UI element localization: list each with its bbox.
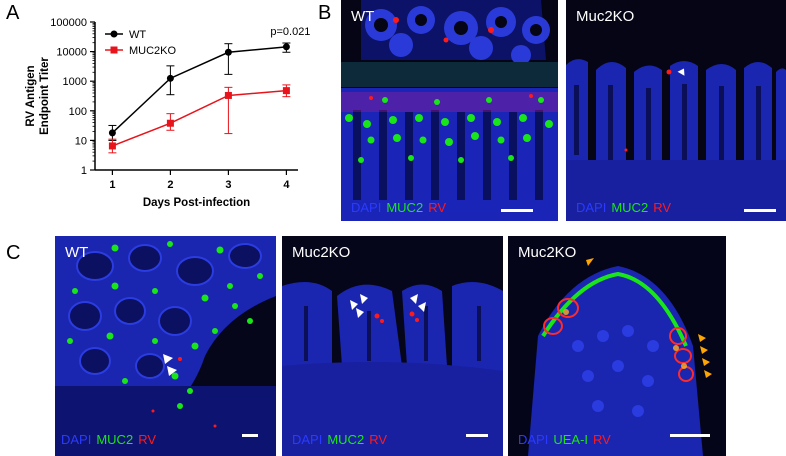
data-point-muc2ko — [282, 87, 290, 95]
y-axis-label-line1: RV Antigen — [25, 65, 37, 126]
panel-title-c-ko1: Muc2KO — [292, 244, 351, 261]
panel-title-c-wt: WT — [65, 244, 89, 261]
stain-legend-b-ko: DAPI MUC2 RV — [576, 200, 676, 215]
panel-letter-a: A — [6, 2, 20, 24]
legend-marker-wt — [110, 30, 118, 38]
x-axis-label: Days Post-infection — [143, 197, 250, 209]
stain-legend-b-wt: DAPI MUC2 RV — [351, 200, 451, 215]
legend-muc2: MUC2 — [96, 432, 134, 447]
legend-muc2: MUC2 — [327, 432, 365, 447]
y-tick-label: 10 — [75, 135, 87, 147]
legend-rv: RV — [428, 200, 447, 215]
tissue-b-wt — [341, 0, 558, 221]
legend-label-muc2ko: MUC2KO — [129, 45, 177, 57]
panel-letter-c: C — [6, 242, 21, 264]
scale-bar — [744, 209, 776, 212]
x-tick-label: 2 — [167, 179, 173, 191]
legend-dapi: DAPI — [576, 200, 607, 215]
data-point-wt — [166, 74, 174, 82]
legend-dapi: DAPI — [351, 200, 382, 215]
scale-bar — [466, 434, 488, 437]
legend-uea: UEA-I — [553, 432, 589, 447]
legend-dapi: DAPI — [518, 432, 549, 447]
legend-rv: RV — [369, 432, 388, 447]
tissue-c-ko2 — [508, 236, 726, 456]
scale-bar — [501, 209, 533, 212]
legend-label-wt: WT — [129, 29, 146, 41]
x-tick-label: 1 — [109, 179, 115, 191]
x-tick-label: 4 — [283, 179, 290, 191]
legend-dapi: DAPI — [292, 432, 323, 447]
stain-legend-c-wt: DAPI MUC2 RV — [61, 432, 161, 447]
data-point-muc2ko — [224, 91, 232, 99]
x-tick-label: 3 — [225, 179, 231, 191]
y-tick-label: 1 — [81, 165, 87, 177]
legend-rv: RV — [138, 432, 157, 447]
panel-letter-b: B — [318, 2, 332, 24]
tissue-b-ko — [566, 0, 786, 221]
panel-title-b-wt: WT — [351, 8, 375, 25]
data-point-muc2ko — [108, 142, 116, 150]
data-point-wt — [224, 48, 232, 56]
legend-muc2: MUC2 — [611, 200, 649, 215]
y-axis-label-line2: Endpoint Titer — [39, 57, 51, 135]
tissue-c-ko1 — [282, 236, 503, 456]
y-tick-label: 10000 — [56, 47, 87, 59]
scale-bar — [242, 434, 258, 437]
legend-muc2: MUC2 — [386, 200, 424, 215]
series-line-wt — [111, 46, 287, 134]
p-value-annotation: p=0.021 — [270, 26, 310, 38]
tissue-c-wt — [55, 236, 276, 456]
micrograph-c-ko2: Muc2KO DAPI UEA-I RV — [508, 236, 726, 456]
data-point-wt — [108, 129, 116, 137]
legend-rv: RV — [653, 200, 672, 215]
micrograph-c-wt: WT DAPI MUC2 RV — [55, 236, 276, 456]
panel-title-b-ko: Muc2KO — [576, 8, 635, 25]
scale-bar — [670, 434, 710, 437]
data-point-muc2ko — [166, 119, 174, 127]
micrograph-b-wt: WT DAPI MUC2 RV — [341, 0, 558, 221]
y-tick-label: 100 — [69, 106, 87, 118]
titer-chart: 1 10 100 1000 10000 100000 1 2 3 4 Days Post-infec… — [25, 17, 310, 209]
stain-legend-c-ko1: DAPI MUC2 RV — [292, 432, 392, 447]
legend-dapi: DAPI — [61, 432, 92, 447]
stain-legend-c-ko2: DAPI UEA-I RV — [518, 432, 616, 447]
data-point-wt — [282, 43, 290, 51]
legend-marker-muc2ko — [110, 46, 118, 54]
y-tick-label: 100000 — [50, 17, 87, 29]
series-line-muc2ko — [112, 89, 287, 147]
micrograph-b-ko: Muc2KO DAPI MUC2 RV — [566, 0, 786, 221]
panel-title-c-ko2: Muc2KO — [518, 244, 577, 261]
micrograph-c-ko1: Muc2KO DAPI MUC2 RV — [282, 236, 503, 456]
legend-rv: RV — [593, 432, 611, 447]
y-tick-label: 1000 — [63, 76, 87, 88]
